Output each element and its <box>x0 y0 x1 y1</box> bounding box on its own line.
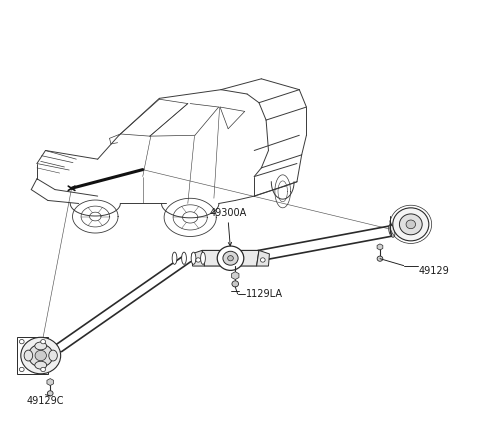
Circle shape <box>48 391 53 396</box>
Circle shape <box>217 246 244 271</box>
Circle shape <box>196 258 201 262</box>
Ellipse shape <box>172 252 177 264</box>
Circle shape <box>35 350 47 361</box>
Text: 1129LA: 1129LA <box>246 289 283 299</box>
Circle shape <box>228 256 233 261</box>
Circle shape <box>21 337 60 374</box>
Polygon shape <box>202 250 259 266</box>
Ellipse shape <box>181 252 186 264</box>
Ellipse shape <box>24 350 33 361</box>
Polygon shape <box>192 250 204 266</box>
Circle shape <box>19 340 24 344</box>
Text: 49300A: 49300A <box>209 208 247 218</box>
Polygon shape <box>257 250 269 266</box>
Ellipse shape <box>35 361 47 369</box>
Circle shape <box>393 208 429 241</box>
Text: 49129C: 49129C <box>27 396 64 406</box>
Circle shape <box>41 340 46 344</box>
Ellipse shape <box>49 350 57 361</box>
Circle shape <box>223 251 238 265</box>
Circle shape <box>406 220 416 229</box>
Circle shape <box>41 367 46 372</box>
Ellipse shape <box>201 252 205 264</box>
Circle shape <box>28 344 53 367</box>
Circle shape <box>377 256 383 261</box>
Circle shape <box>399 214 422 235</box>
Ellipse shape <box>389 224 395 237</box>
Circle shape <box>232 281 239 287</box>
Ellipse shape <box>191 252 196 264</box>
Circle shape <box>19 367 24 372</box>
Text: 49129: 49129 <box>419 267 449 276</box>
Ellipse shape <box>35 342 47 350</box>
Circle shape <box>261 258 265 262</box>
